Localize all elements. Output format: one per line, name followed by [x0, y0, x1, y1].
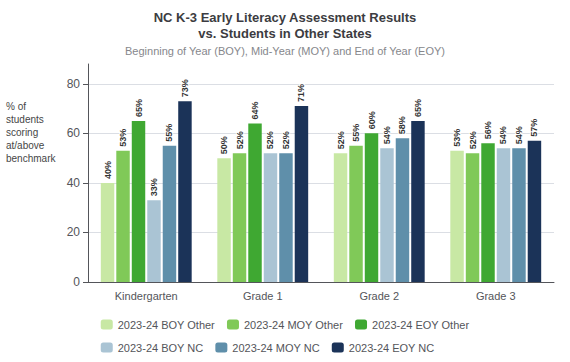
svg-text:54%: 54%	[498, 126, 508, 144]
svg-text:vs. Students in Other States: vs. Students in Other States	[198, 26, 371, 41]
svg-text:Grade 2: Grade 2	[359, 290, 399, 302]
svg-text:benchmark: benchmark	[6, 153, 56, 164]
svg-text:students: students	[6, 114, 44, 125]
svg-text:65%: 65%	[134, 99, 144, 117]
svg-text:73%: 73%	[180, 79, 190, 97]
svg-text:% of: % of	[6, 101, 26, 112]
svg-text:60%: 60%	[367, 111, 377, 129]
svg-text:Grade 1: Grade 1	[243, 290, 283, 302]
svg-text:NC K-3 Early Literacy Assessme: NC K-3 Early Literacy Assessment Results	[154, 10, 417, 25]
svg-text:55%: 55%	[351, 124, 361, 142]
svg-text:33%: 33%	[149, 178, 159, 196]
svg-text:50%: 50%	[219, 136, 229, 154]
svg-text:52%: 52%	[235, 131, 245, 149]
svg-text:2023-24 MOY NC: 2023-24 MOY NC	[232, 342, 319, 354]
svg-text:57%: 57%	[529, 119, 539, 137]
svg-text:64%: 64%	[250, 101, 260, 119]
svg-text:2023-24 EOY Other: 2023-24 EOY Other	[372, 319, 469, 331]
svg-text:40%: 40%	[103, 161, 113, 179]
svg-text:at/above: at/above	[6, 140, 45, 151]
svg-text:60: 60	[67, 126, 81, 140]
svg-text:53%: 53%	[452, 129, 462, 147]
svg-text:58%: 58%	[397, 116, 407, 134]
svg-text:Grade 3: Grade 3	[476, 290, 516, 302]
svg-text:54%: 54%	[514, 126, 524, 144]
svg-text:80: 80	[67, 77, 81, 91]
svg-text:52%: 52%	[336, 131, 346, 149]
svg-text:56%: 56%	[483, 121, 493, 139]
svg-text:2023-24 BOY NC: 2023-24 BOY NC	[118, 342, 203, 354]
svg-text:0: 0	[73, 275, 80, 289]
svg-text:52%: 52%	[468, 131, 478, 149]
svg-text:54%: 54%	[382, 126, 392, 144]
svg-text:2023-24 EOY NC: 2023-24 EOY NC	[349, 342, 434, 354]
svg-text:55%: 55%	[164, 124, 174, 142]
svg-text:53%: 53%	[118, 129, 128, 147]
svg-text:52%: 52%	[281, 131, 291, 149]
svg-text:65%: 65%	[413, 99, 423, 117]
svg-text:Kindergarten: Kindergarten	[115, 290, 178, 302]
svg-text:Beginning of Year (BOY), Mid-Y: Beginning of Year (BOY), Mid-Year (MOY) …	[125, 45, 445, 57]
svg-text:40: 40	[67, 176, 81, 190]
svg-text:52%: 52%	[265, 131, 275, 149]
svg-text:20: 20	[67, 225, 81, 239]
svg-text:2023-24 MOY Other: 2023-24 MOY Other	[244, 319, 343, 331]
svg-text:2023-24 BOY Other: 2023-24 BOY Other	[118, 319, 215, 331]
svg-text:71%: 71%	[296, 84, 306, 102]
svg-text:scoring: scoring	[6, 127, 38, 138]
